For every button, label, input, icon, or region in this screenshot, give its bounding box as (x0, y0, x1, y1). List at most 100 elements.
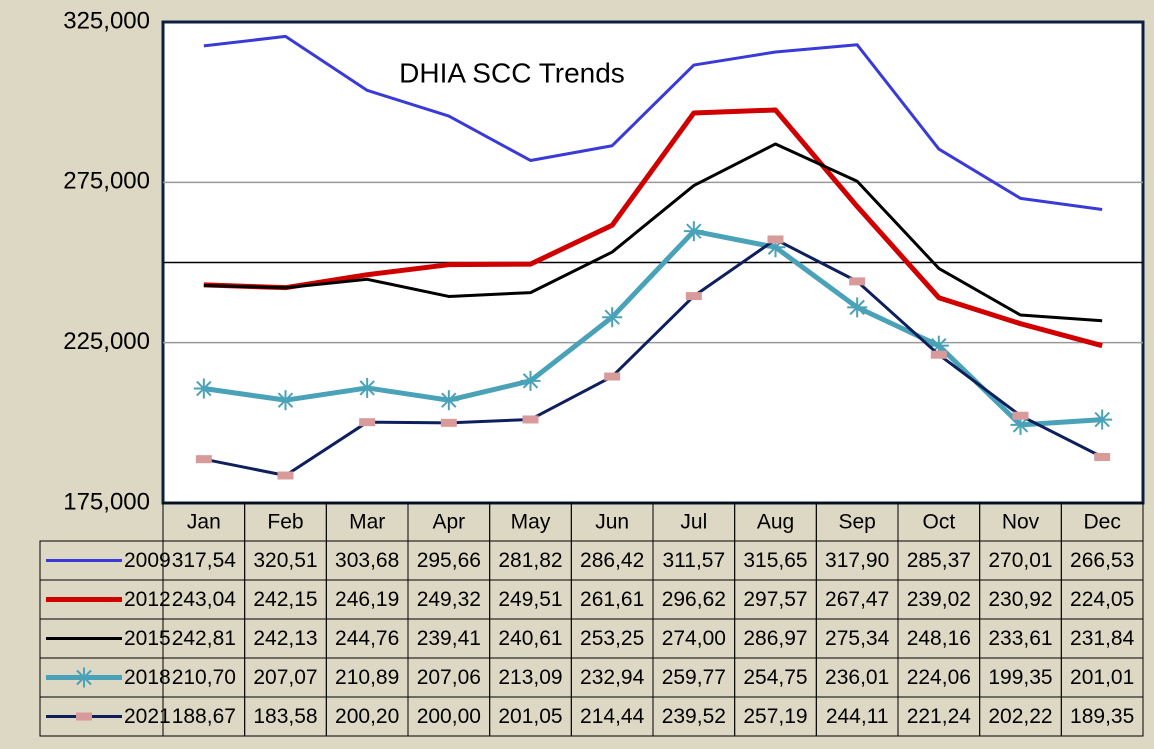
table-value: 224,05 (1070, 588, 1134, 611)
table-value: 243,04 (172, 588, 237, 611)
x-tick-label: Aug (757, 511, 794, 534)
marker (685, 292, 702, 301)
x-tick-label: May (511, 511, 551, 534)
chart-title: DHIA SCC Trends (399, 57, 625, 88)
marker-stroke (277, 392, 294, 408)
marker (438, 390, 459, 411)
table-value: 320,51 (253, 549, 317, 572)
table-value: 281,82 (498, 549, 562, 572)
table-value: 242,81 (172, 627, 236, 650)
table-value: 286,97 (743, 627, 807, 650)
table-value: 189,35 (1070, 705, 1134, 728)
table-value: 249,32 (417, 588, 481, 611)
marker-stroke (76, 669, 92, 686)
table-value: 213,09 (498, 666, 562, 689)
table-value: 266,53 (1070, 549, 1134, 572)
table-value: 303,68 (335, 549, 399, 572)
table-value: 286,42 (580, 549, 644, 572)
marker (359, 418, 376, 427)
table-value: 199,35 (988, 666, 1052, 689)
marker-stroke (686, 223, 702, 239)
x-tick-label: Jul (680, 511, 707, 534)
table-value: 239,41 (417, 627, 481, 650)
series-line (203, 237, 1103, 477)
marker (357, 377, 378, 398)
marker (277, 471, 294, 480)
table-value: 231,84 (1070, 627, 1135, 650)
marker-stroke (359, 380, 375, 396)
table-value: 257,19 (743, 705, 807, 728)
table-value: 224,06 (907, 666, 971, 689)
table-value: 259,77 (662, 666, 726, 689)
table-value: 275,34 (825, 627, 890, 650)
table-value: 230,92 (988, 588, 1052, 611)
series-line (203, 34, 1103, 211)
table-value: 239,02 (907, 588, 971, 611)
marker (683, 221, 704, 242)
marker (1012, 411, 1029, 420)
series-line (203, 107, 1103, 349)
y-tick-label: 275,000 (63, 168, 150, 195)
table-value: 201,01 (1070, 666, 1134, 689)
marker (275, 390, 296, 411)
table-value: 295,66 (417, 549, 481, 572)
table-value: 232,94 (580, 666, 645, 689)
table-value: 244,76 (335, 627, 399, 650)
table-value: 207,07 (253, 666, 317, 689)
marker (74, 667, 94, 688)
table-value: 253,25 (580, 627, 644, 650)
legend-label: 2015 (124, 627, 171, 650)
table-value: 200,20 (335, 705, 399, 728)
marker (1094, 452, 1111, 461)
legend-entry: 2015 (46, 627, 171, 650)
legend-entry: 2009 (46, 549, 171, 572)
x-tick-label: Apr (432, 511, 465, 534)
table-value: 183,58 (253, 705, 317, 728)
marker (767, 235, 784, 244)
x-tick-label: Nov (1002, 511, 1040, 534)
x-tick-label: Sep (838, 511, 875, 534)
table-value: 239,52 (662, 705, 726, 728)
marker (604, 372, 621, 381)
table-value: 274,00 (662, 627, 726, 650)
series-line (203, 142, 1103, 323)
y-tick-label: 175,000 (63, 488, 150, 515)
marker (76, 712, 92, 721)
table-value: 188,67 (172, 705, 236, 728)
table-value: 210,70 (172, 666, 236, 689)
x-tick-label: Feb (267, 511, 303, 534)
y-tick-label: 325,000 (63, 7, 150, 34)
marker (602, 307, 623, 328)
table-value: 317,90 (825, 549, 889, 572)
marker-stroke (196, 380, 212, 397)
y-tick-label: 225,000 (63, 328, 150, 355)
marker (520, 370, 541, 391)
marker-stroke (604, 309, 620, 325)
table-value: 210,89 (335, 666, 399, 689)
table-value: 221,24 (907, 705, 972, 728)
table-value: 311,57 (662, 549, 725, 572)
marker (522, 415, 539, 424)
legend-label: 2021 (124, 705, 171, 728)
marker (1092, 409, 1113, 430)
legend-label: 2018 (124, 666, 171, 689)
marker (440, 418, 457, 427)
series-line (203, 228, 1103, 428)
marker-stroke (522, 373, 539, 389)
table-value: 317,54 (172, 549, 237, 572)
marker (847, 297, 868, 318)
legend-label: 2009 (124, 549, 171, 572)
table-value: 296,62 (662, 588, 726, 611)
table-value: 240,61 (498, 627, 562, 650)
marker-stroke (849, 299, 865, 316)
legend-entry: 2018 (46, 666, 171, 689)
table-value: 236,01 (825, 666, 889, 689)
table-value: 267,47 (825, 588, 889, 611)
x-tick-label: Mar (349, 511, 385, 534)
marker (849, 277, 866, 286)
table-value: 246,19 (335, 588, 399, 611)
marker-stroke (441, 392, 457, 408)
table-cell (1060, 696, 1144, 737)
table-value: 297,57 (743, 588, 807, 611)
